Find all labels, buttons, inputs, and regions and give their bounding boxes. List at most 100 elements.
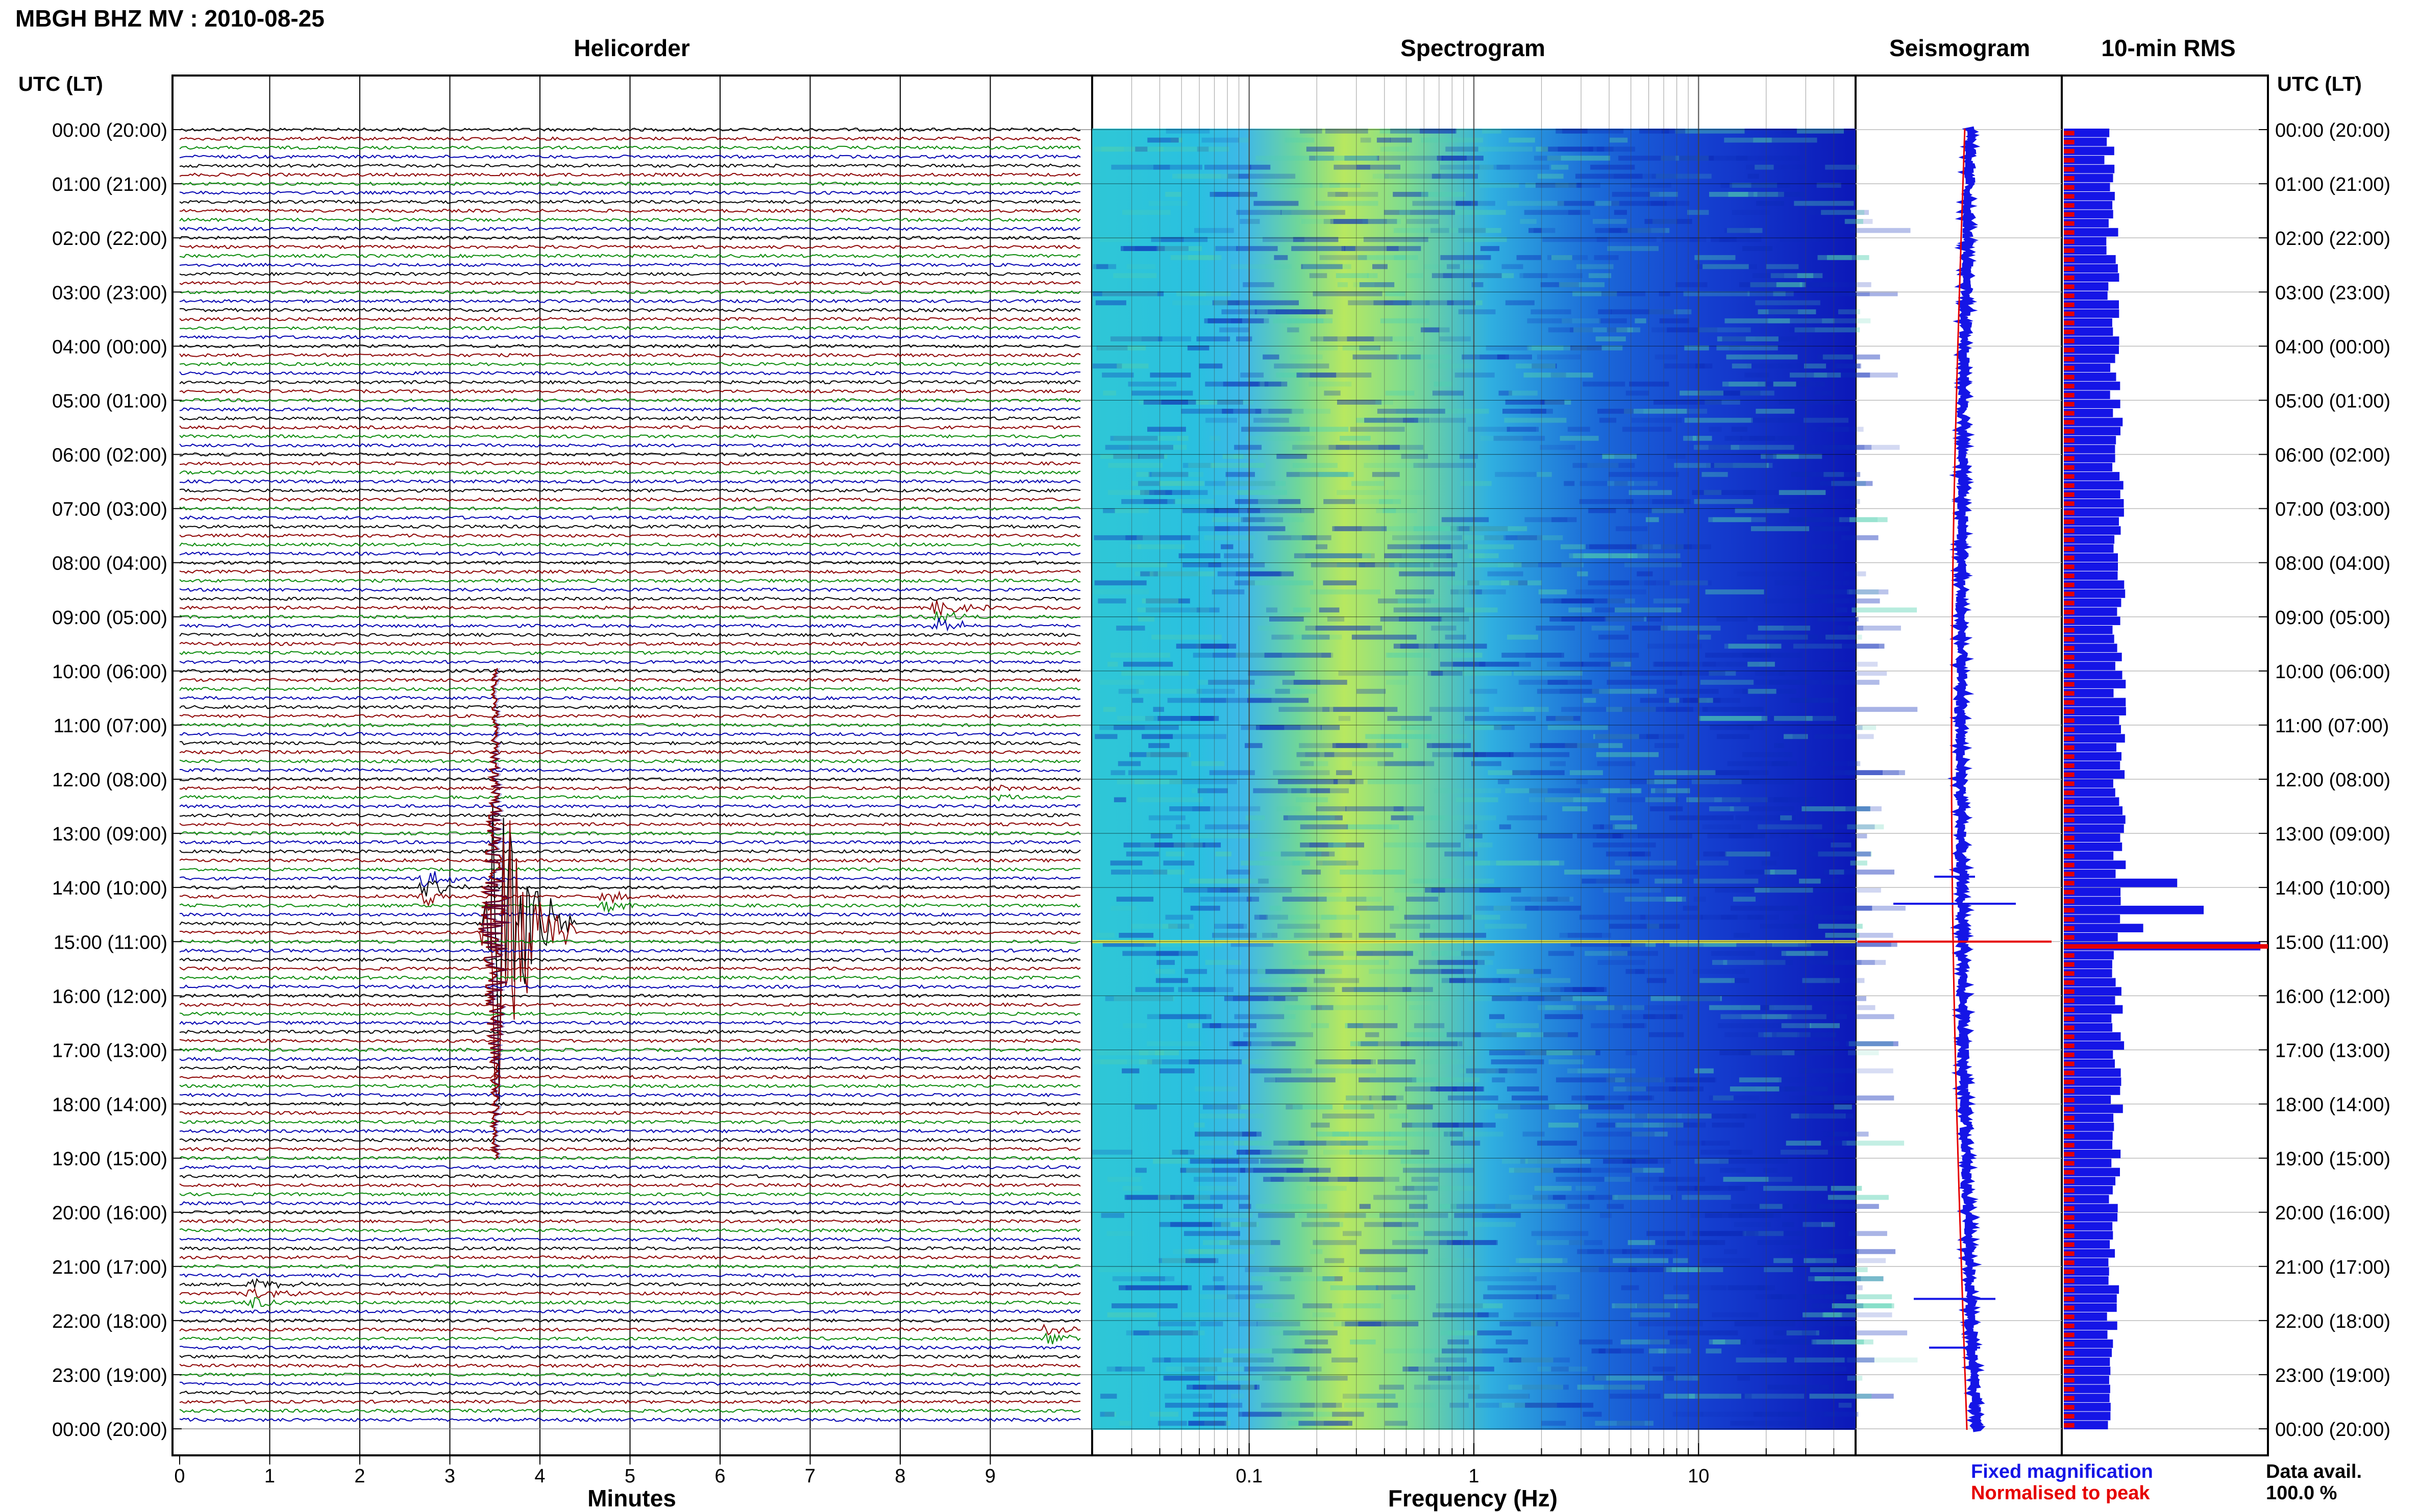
spectrogram-cell	[1105, 996, 1173, 1001]
spectrogram-cell	[1773, 381, 1796, 387]
spectrogram-cell	[1612, 1195, 1671, 1200]
spectrogram-cell	[1457, 1348, 1483, 1354]
spectrogram-cell	[1215, 192, 1240, 197]
rms-bar	[2064, 535, 2115, 544]
spectrogram-cell	[1119, 1421, 1132, 1426]
spectrogram-cell	[1669, 941, 1737, 947]
spectrogram-cell	[1609, 228, 1666, 233]
spectrogram-cell	[1609, 924, 1680, 929]
spectrogram-cell	[1412, 1122, 1452, 1128]
helicorder-trace	[179, 871, 1081, 888]
spectrogram-cell	[1324, 1421, 1348, 1426]
spectrogram-cell	[1283, 1330, 1338, 1335]
spectrogram-cell	[1273, 1141, 1304, 1146]
spectrogram-cell	[1825, 164, 1859, 170]
helicorder-trace	[179, 254, 1081, 258]
rms-normalised-bar	[2064, 1016, 2075, 1021]
spectrogram-cell	[1409, 1204, 1428, 1209]
spectrogram-cell	[1465, 716, 1536, 721]
spectrogram-cell	[1401, 553, 1447, 558]
spectrogram-cell	[1349, 1177, 1399, 1182]
spectrogram-cell	[1692, 436, 1712, 441]
spectrogram-cell	[1725, 851, 1770, 857]
spectrogram-cell	[1243, 1032, 1313, 1037]
spectrogram-cell	[1419, 129, 1456, 134]
spectrogram-cell	[1597, 409, 1634, 414]
spectrogram-cell	[1316, 806, 1347, 811]
spectrogram-cell	[1620, 788, 1631, 794]
spectrogram-cell	[1379, 1213, 1448, 1218]
spectrogram-cell	[1212, 300, 1240, 306]
spectrogram-cell	[1403, 951, 1418, 956]
spectrogram-cell	[1439, 336, 1471, 341]
spectrogram-cell	[1251, 1068, 1312, 1074]
spectrogram-cell	[1651, 173, 1699, 179]
spectrogram-cell	[1292, 860, 1310, 866]
spectrogram-cell	[1214, 933, 1272, 938]
rms-normalised-bar	[2064, 564, 2075, 569]
spectrogram-cell	[1652, 1367, 1675, 1372]
spectrogram-cell	[1816, 1204, 1879, 1209]
spectrogram-cell	[1181, 409, 1233, 414]
seismogram-fixed-trace	[1947, 126, 1986, 1432]
spectrogram-cell	[1383, 1222, 1419, 1227]
spectrogram-cell	[1523, 373, 1593, 378]
spectrogram-cell	[1700, 1150, 1742, 1155]
spectrogram-cell	[1730, 1421, 1755, 1426]
spectrogram-cell	[1495, 1339, 1528, 1345]
spectrogram-cell	[1855, 905, 1906, 911]
helicorder-trace	[179, 1255, 1081, 1260]
spectrogram-cell	[1848, 1050, 1879, 1055]
spectrogram-cell	[1609, 472, 1679, 477]
rms-normalised-bar	[2064, 1251, 2075, 1256]
spectrogram-cell	[1484, 535, 1537, 540]
spectrogram-cell	[1194, 1177, 1237, 1182]
spectrogram-cell	[1808, 282, 1837, 287]
spectrogram-cell	[1564, 481, 1575, 486]
y-tick-label-left: 19:00 (15:00)	[52, 1149, 167, 1170]
spectrogram-cell	[1568, 607, 1592, 613]
spectrogram-cell	[1552, 1294, 1570, 1300]
spectrogram-cell	[1117, 779, 1144, 784]
spectrogram-cell	[1241, 427, 1310, 432]
spectrogram-cell	[1341, 1321, 1387, 1327]
rms-bar	[2064, 363, 2111, 373]
helicorder-trace	[179, 678, 1081, 682]
spectrogram-cell	[1647, 978, 1667, 983]
spectrogram-cell	[1328, 842, 1346, 848]
spectrogram-cell	[1356, 951, 1413, 956]
spectrogram-cell	[1714, 770, 1769, 775]
rms-normalised-bar	[2064, 411, 2075, 416]
spectrogram-cell	[1782, 1222, 1794, 1227]
spectrogram-cell	[1570, 345, 1602, 351]
spectrogram-cell	[1255, 1204, 1327, 1209]
spectrogram-cell	[1724, 137, 1772, 143]
spectrogram-cell	[1359, 345, 1380, 351]
y-tick-label-left: 00:00 (20:00)	[52, 1419, 167, 1441]
spectrogram-cell	[1607, 246, 1659, 251]
spectrogram-cell	[1538, 589, 1567, 594]
spectrogram-cell	[1324, 1258, 1344, 1263]
spectrogram-cell	[1726, 354, 1798, 360]
helicorder-trace	[179, 1147, 1081, 1152]
spectrogram-cell	[1201, 643, 1237, 649]
spectrogram-cell	[1617, 1421, 1645, 1426]
spectrogram-cell	[1376, 156, 1444, 161]
spectrogram-cell	[1197, 1131, 1247, 1137]
spectrogram-cell	[1434, 643, 1487, 649]
spectrogram-cell	[1483, 1294, 1539, 1300]
spectrogram-cell	[1093, 1059, 1127, 1064]
spectrogram-cell	[1509, 1267, 1540, 1272]
spectrogram-cell	[1357, 255, 1406, 260]
spectrogram-cell	[1505, 300, 1535, 306]
spectrogram-cell	[1537, 1367, 1588, 1372]
spectrogram-cell	[1817, 255, 1852, 260]
spectrogram-cell	[1328, 444, 1400, 450]
spectrogram-cell	[1345, 806, 1404, 811]
rms-normalised-bar	[2064, 1224, 2075, 1229]
spectrogram-cell	[1212, 589, 1245, 594]
spectrogram-cell	[1263, 173, 1275, 179]
spectrogram-cell	[1699, 978, 1735, 983]
spectrogram-cell	[1700, 716, 1762, 721]
